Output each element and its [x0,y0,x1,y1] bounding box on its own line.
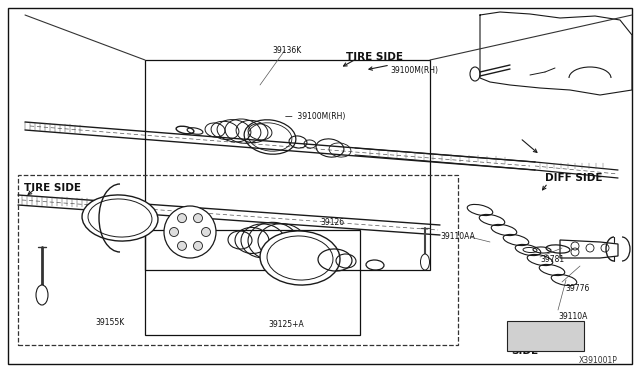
Ellipse shape [170,228,179,237]
Text: 39100M(RH): 39100M(RH) [390,66,438,75]
Text: 39110AA: 39110AA [440,232,475,241]
Ellipse shape [260,231,340,285]
Text: 39776: 39776 [565,284,589,293]
Bar [145,60,430,270]
Ellipse shape [177,241,186,250]
Ellipse shape [193,241,202,250]
Text: 39126: 39126 [320,218,344,227]
Ellipse shape [420,254,429,270]
Ellipse shape [82,195,158,241]
Text: 39125+A: 39125+A [268,320,304,329]
Text: 39136K: 39136K [272,46,301,55]
Text: TIRE SIDE: TIRE SIDE [24,183,81,193]
Ellipse shape [202,228,211,237]
Bar [18,175,458,345]
Text: 39155K: 39155K [95,318,124,327]
Bar [145,230,360,335]
Polygon shape [560,240,618,258]
Ellipse shape [177,214,186,223]
Text: 39781: 39781 [540,255,564,264]
Text: X391001P: X391001P [579,356,618,365]
Ellipse shape [164,206,216,258]
Text: —  39100M(RH): — 39100M(RH) [285,112,346,121]
Text: TIRE SIDE: TIRE SIDE [346,52,403,62]
FancyBboxPatch shape [507,321,584,351]
Text: 39110A: 39110A [558,312,588,321]
Ellipse shape [193,214,202,223]
Text: DIFF
SIDE: DIFF SIDE [511,334,538,356]
Text: DIFF SIDE: DIFF SIDE [545,173,602,183]
Ellipse shape [36,285,48,305]
